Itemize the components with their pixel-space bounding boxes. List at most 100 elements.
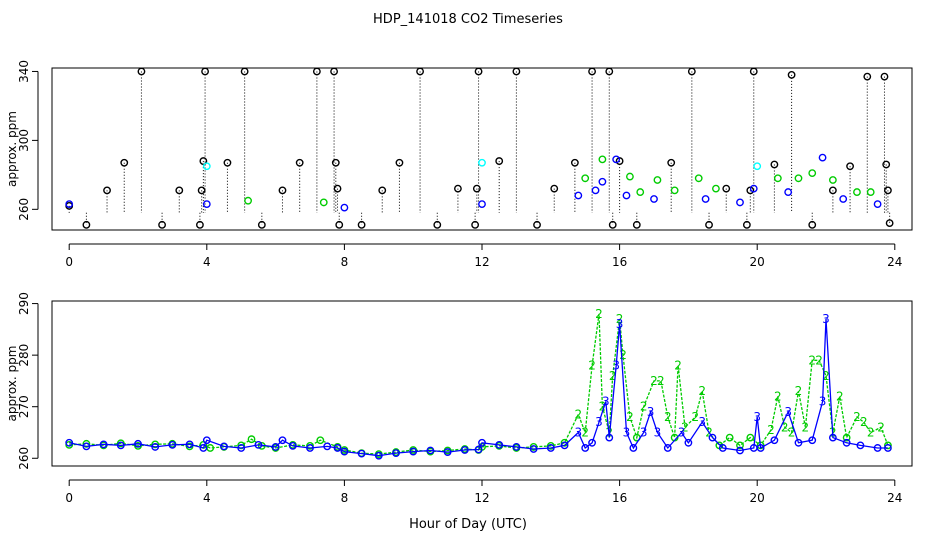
data-point-blue [185, 440, 194, 449]
data-marker-blue: 3 [640, 425, 648, 439]
y-tick-label: 300 [17, 129, 31, 152]
data-point-blue [546, 444, 555, 452]
data-point-blue [333, 444, 342, 452]
data-point-blue [202, 436, 211, 445]
data-point-black [667, 158, 676, 167]
data-point-black [722, 184, 731, 193]
data-point-blue [529, 445, 538, 453]
y-axis-title: approx. ppm [5, 111, 19, 187]
series-blue [65, 153, 882, 212]
data-marker-green: 2 [574, 407, 582, 421]
x-tick-label: 4 [203, 491, 211, 505]
data-marker-blue: 3 [612, 358, 620, 372]
x-tick-label: 24 [887, 255, 902, 269]
data-point-black [846, 162, 854, 171]
data-point-black [885, 219, 894, 228]
data-point-blue [828, 433, 837, 442]
data-point-blue [82, 442, 91, 451]
data-marker-blue: 3 [602, 395, 610, 409]
series-green [244, 155, 875, 207]
data-point-black [471, 220, 480, 229]
data-marker-green: 2 [836, 389, 844, 403]
data-point-blue [323, 442, 332, 451]
x-tick-label: 24 [887, 491, 902, 505]
data-marker-blue: 3 [678, 425, 686, 439]
y-tick-label: 260 [17, 198, 31, 221]
y-tick-label: 260 [17, 447, 31, 470]
data-point-black [295, 158, 304, 167]
y-tick-label: 270 [17, 395, 31, 418]
data-point-black [416, 68, 424, 76]
data-point-blue [808, 436, 817, 445]
data-point-blue [873, 444, 882, 452]
data-point-black [605, 68, 614, 76]
x-tick-label: 4 [203, 255, 211, 269]
data-point-cyan [478, 158, 486, 167]
data-point-blue [736, 446, 744, 455]
data-point-blue [168, 440, 177, 449]
data-marker-green: 2 [822, 369, 830, 383]
data-point-blue [99, 440, 108, 449]
data-point-black [705, 220, 713, 229]
data-point-black [335, 220, 344, 229]
data-point-blue [770, 436, 779, 445]
data-point-blue [784, 188, 793, 196]
data-point-black [333, 184, 342, 193]
data-point-blue [278, 436, 287, 445]
data-point-green [244, 196, 252, 205]
data-point-blue [460, 446, 469, 454]
data-marker-green: 2 [650, 374, 658, 388]
data-point-green [694, 174, 703, 183]
data-point-green [884, 441, 892, 450]
data-point-blue [512, 443, 521, 451]
data-point-blue [392, 449, 400, 458]
data-marker-green: 2 [815, 353, 823, 367]
plot-frame [51, 67, 913, 231]
data-point-black [588, 68, 596, 76]
data-point-black [201, 68, 209, 76]
data-point-green [736, 441, 744, 450]
x-tick-label: 20 [750, 491, 765, 505]
data-point-blue [65, 200, 74, 209]
data-point-green [712, 184, 720, 193]
data-marker-blue: 3 [822, 312, 830, 326]
data-point-green [773, 174, 782, 183]
data-point-green [842, 433, 851, 442]
data-point-black [357, 220, 366, 229]
data-marker-green: 2 [595, 307, 603, 321]
data-marker-green: 2 [588, 358, 596, 372]
data-marker-green: 2 [853, 410, 861, 424]
data-point-black [82, 220, 91, 229]
data-point-black [454, 184, 462, 193]
data-point-green [316, 436, 325, 445]
data-marker-blue: 3 [595, 415, 603, 429]
data-point-green [247, 435, 256, 444]
data-point-blue [374, 451, 383, 460]
data-point-blue [254, 440, 263, 449]
data-point-green [746, 433, 755, 442]
data-point-blue [151, 443, 160, 451]
data-point-black [433, 220, 442, 229]
data-point-blue [612, 155, 621, 164]
data-point-blue [134, 439, 142, 448]
data-point-green [636, 188, 645, 196]
data-point-blue [426, 446, 435, 455]
data-point-green [866, 188, 875, 196]
data-marker-green: 2 [581, 425, 589, 439]
data-point-blue [474, 445, 483, 454]
data-point-blue [684, 438, 693, 447]
data-point-black [103, 186, 111, 195]
data-point-blue [237, 444, 246, 452]
data-point-black [570, 158, 579, 167]
data-point-black [395, 158, 404, 167]
data-point-blue [842, 438, 851, 447]
data-point-blue [701, 195, 710, 203]
data-point-black [550, 184, 559, 193]
data-point-blue [756, 444, 765, 452]
data-marker-green: 2 [860, 415, 868, 429]
series-line-blue [69, 318, 888, 457]
data-point-black [512, 68, 521, 76]
